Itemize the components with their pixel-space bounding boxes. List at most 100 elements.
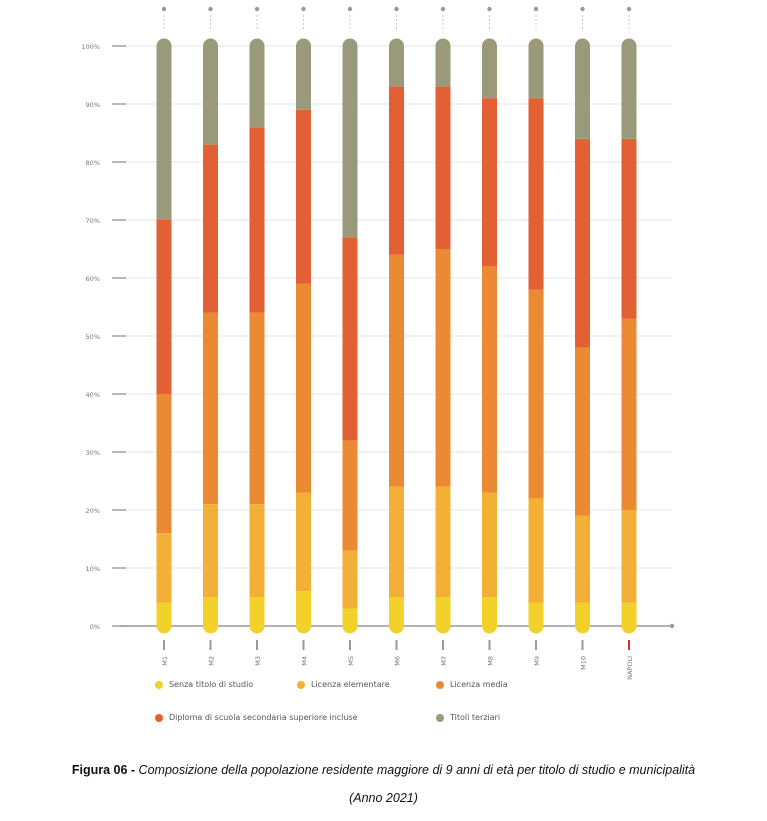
bar-segment [389,486,404,597]
bar-segment [435,86,451,249]
bar-segment [621,46,637,139]
bar-top-cap [249,38,265,54]
top-marker-dot [394,6,399,12]
bar-top-cap [435,38,451,54]
x-tick-label: M3 [254,656,262,666]
bar-segment [203,597,218,626]
bar-segment [435,249,451,487]
bar-top-cap [342,38,358,54]
bar-segment [435,597,451,626]
legend-label: Senza titolo di studio [169,680,254,689]
bar-segment [342,550,358,609]
bar-segment [528,46,544,99]
bar-segment [296,283,311,493]
y-tick-label: 60% [86,275,100,283]
bar-top-cap [203,38,218,54]
top-marker-dot [347,6,353,12]
legend-label: Titoli terziari [450,713,501,722]
bar-top-cap [621,38,637,54]
bar-bottom-cap [296,618,311,634]
bar-segment [249,127,265,313]
y-tick-label: 70% [86,217,100,225]
axis-end-dot [669,623,675,629]
x-tick-label: M9 [533,656,541,666]
bar-bottom-cap [156,618,172,634]
top-marker-dot [580,6,585,12]
bar-segment [389,254,404,487]
y-tick-label: 10% [86,565,100,573]
bar-segment [296,492,311,592]
bar-segment [528,289,544,499]
bar-bottom-cap [482,618,497,634]
bar-segment [203,46,218,145]
bar-bottom-cap [575,618,590,634]
y-tick-label: 90% [86,101,100,109]
bar-bottom-cap [389,618,404,634]
bar-segment [575,347,590,516]
legend-label: Diploma di scuola secondaria superiore i… [169,713,358,722]
bar-bottom-cap [621,618,637,634]
bar-segment [621,318,637,510]
x-tick-label: M2 [208,656,216,666]
legend-swatch [436,713,444,722]
top-marker-dot [626,6,632,12]
y-tick-label: 30% [86,449,100,457]
top-marker-dot [161,6,167,12]
bar-segment [249,312,265,505]
bar-segment [575,138,590,348]
bar-top-cap [296,38,311,54]
bar-segment [389,46,404,87]
bar-segment [482,597,497,626]
x-tick-label: M6 [394,656,402,666]
bar-segment [296,591,311,626]
y-tick-label: 20% [86,507,100,515]
bar-bottom-cap [249,618,265,634]
bar-segment [203,144,218,313]
bar-top-cap [156,38,172,54]
bar-segment [156,533,172,603]
bar-segment [203,504,218,597]
bar-segment [482,492,497,597]
bar-top-cap [482,38,497,54]
legend-item-licenza-elementare: Licenza elementare [297,680,390,689]
bar-segment [342,237,358,441]
legend-swatch [155,680,163,689]
bar-segment [342,440,358,551]
bar-top-cap [389,38,404,54]
figure-year: (Anno 2021) [349,791,418,805]
bar-segment [621,138,637,319]
bar-segment [435,46,451,87]
bar-bottom-cap [342,618,358,634]
top-marker-dot [208,6,213,12]
x-tick-label: M7 [440,656,448,666]
bar-segment [156,394,172,534]
x-tick-label: M10 [580,656,588,670]
bar-segment [575,46,590,139]
bar-segment [296,46,311,110]
bar-segment [482,46,497,99]
bar-segment [389,597,404,626]
bar-bottom-cap [435,618,451,634]
top-marker-dot [440,6,446,12]
bar-segment [249,46,265,128]
y-tick-label: 80% [86,159,100,167]
bar-top-cap [575,38,590,54]
bar-bottom-cap [528,618,544,634]
y-tick-label: 100% [81,43,100,51]
x-tick-label: NAPOLI [626,656,634,680]
chart-legend: Senza titolo di studio Licenza elementar… [155,680,715,730]
bar-segment [156,46,172,220]
bar-segment [575,515,590,603]
bar-segment [482,266,497,493]
top-marker-dot [254,6,260,12]
bar-top-cap [528,38,544,54]
legend-item-senza-titolo: Senza titolo di studio [155,680,253,689]
bar-segment [389,86,404,255]
y-tick-label: 0% [90,623,100,631]
bar-segment [528,98,544,290]
bar-segment [528,498,544,603]
bar-segment [342,46,358,238]
top-marker-dot [301,6,306,12]
legend-label: Licenza elementare [311,680,390,689]
x-tick-label: M5 [347,656,355,666]
